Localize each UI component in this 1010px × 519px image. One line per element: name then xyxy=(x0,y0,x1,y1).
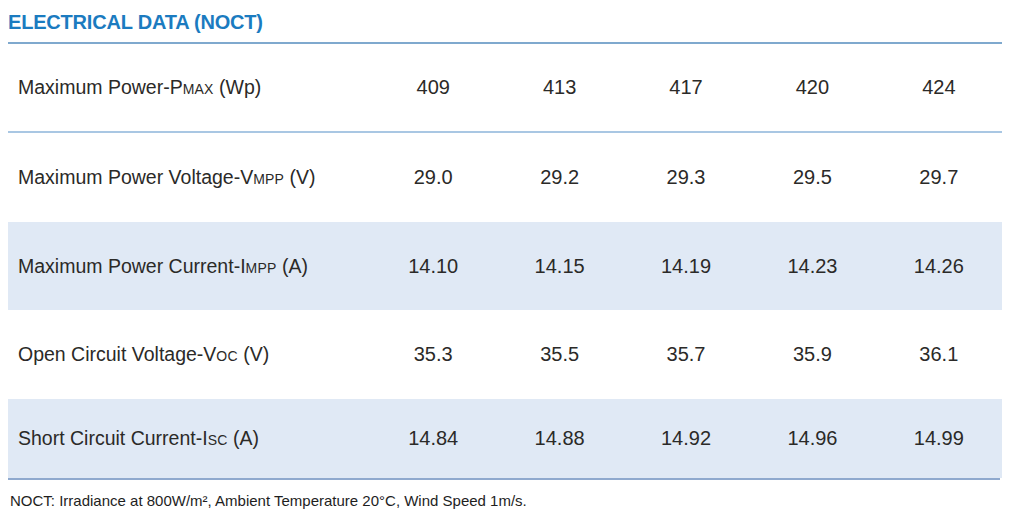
table-cell: 14.96 xyxy=(749,427,875,450)
table-cell: 14.26 xyxy=(876,255,1002,278)
row-label-subscript: MPP xyxy=(246,260,277,276)
table-row: Maximum Power Current-IMPP (A) 14.10 14.… xyxy=(8,222,1002,310)
table-cell: 14.88 xyxy=(496,427,622,450)
table-row: Open Circuit Voltage-VOC (V) 35.3 35.5 3… xyxy=(8,310,1002,399)
table-cell: 14.19 xyxy=(623,255,749,278)
table-cell: 29.2 xyxy=(496,166,622,189)
row-label-prefix: Maximum Power-P xyxy=(18,76,183,98)
table-cell: 35.9 xyxy=(749,343,875,366)
row-label: Open Circuit Voltage-VOC (V) xyxy=(8,343,370,366)
row-label-prefix: Maximum Power Current-I xyxy=(18,255,246,277)
table-cell: 36.1 xyxy=(876,343,1002,366)
table-cell: 35.5 xyxy=(496,343,622,366)
table-cell: 14.10 xyxy=(370,255,496,278)
row-label-prefix: Short Circuit Current-I xyxy=(18,427,208,449)
row-label-unit: (A) xyxy=(277,255,308,277)
row-label-unit: (A) xyxy=(228,427,259,449)
table-cell: 29.5 xyxy=(749,166,875,189)
row-label: Maximum Power Current-IMPP (A) xyxy=(8,255,370,278)
table-row: Maximum Power Voltage-VMPP (V) 29.0 29.2… xyxy=(8,133,1002,222)
row-label-subscript: MAX xyxy=(183,81,214,97)
row-label: Short Circuit Current-ISC (A) xyxy=(8,427,370,450)
row-label-unit: (V) xyxy=(238,343,269,365)
section-title: ELECTRICAL DATA (NOCT) xyxy=(8,11,1002,34)
table-cell: 424 xyxy=(876,76,1002,99)
table-cell: 14.15 xyxy=(496,255,622,278)
row-label-prefix: Open Circuit Voltage-V xyxy=(18,343,216,365)
table-cell: 409 xyxy=(370,76,496,99)
row-label: Maximum Power Voltage-VMPP (V) xyxy=(8,166,370,189)
table-cell: 413 xyxy=(496,76,622,99)
row-label-subscript: SC xyxy=(208,432,228,448)
table-cell: 14.99 xyxy=(876,427,1002,450)
datasheet-page: ELECTRICAL DATA (NOCT) Maximum Power-PMA… xyxy=(0,0,1010,519)
table-row: Maximum Power-PMAX (Wp) 409 413 417 420 … xyxy=(8,44,1002,133)
row-label-unit: (Wp) xyxy=(214,76,262,98)
table-cell: 35.3 xyxy=(370,343,496,366)
table-cell: 417 xyxy=(623,76,749,99)
table-cell: 14.23 xyxy=(749,255,875,278)
row-label: Maximum Power-PMAX (Wp) xyxy=(8,76,370,99)
row-label-subscript: MPP xyxy=(253,171,284,187)
table-cell: 29.0 xyxy=(370,166,496,189)
table-cell: 14.92 xyxy=(623,427,749,450)
table-cell: 420 xyxy=(749,76,875,99)
table-cell: 29.7 xyxy=(876,166,1002,189)
row-label-prefix: Maximum Power Voltage-V xyxy=(18,166,253,188)
row-label-unit: (V) xyxy=(284,166,315,188)
noct-footnote: NOCT: Irradiance at 800W/m², Ambient Tem… xyxy=(0,480,1010,509)
table-cell: 14.84 xyxy=(370,427,496,450)
section-header: ELECTRICAL DATA (NOCT) xyxy=(0,0,1010,34)
row-label-subscript: OC xyxy=(216,348,237,364)
table-cell: 29.3 xyxy=(623,166,749,189)
table-cell: 35.7 xyxy=(623,343,749,366)
table-row: Short Circuit Current-ISC (A) 14.84 14.8… xyxy=(8,399,1002,478)
electrical-data-table: Maximum Power-PMAX (Wp) 409 413 417 420 … xyxy=(8,44,1002,478)
